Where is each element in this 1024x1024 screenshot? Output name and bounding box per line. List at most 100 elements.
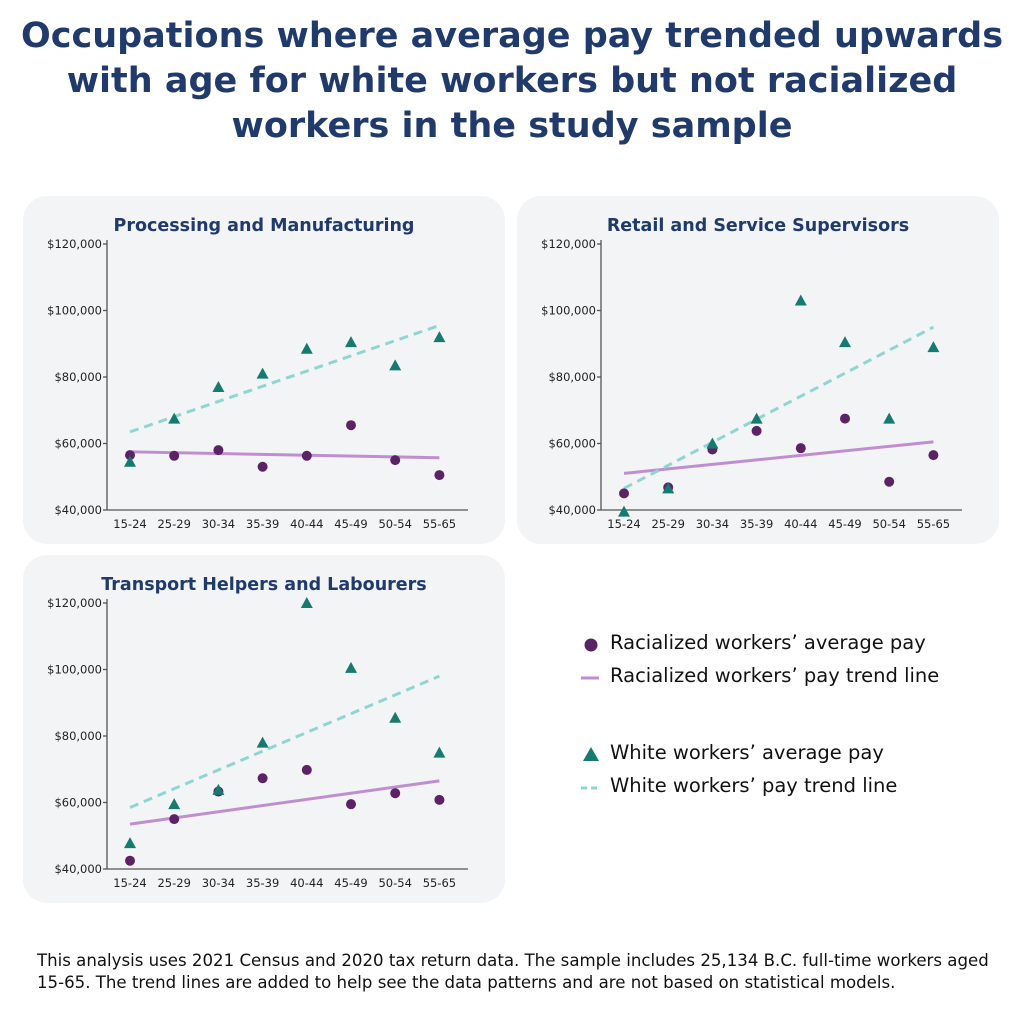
- y-tick-label: $40,000: [548, 503, 596, 517]
- legend: Racialized workers’ average pay Racializ…: [580, 630, 1010, 806]
- y-tick-label: $80,000: [54, 729, 102, 743]
- white-pay-point: [927, 341, 940, 353]
- chart-svg: Transport Helpers and Labourers $40,000 $6…: [47, 575, 468, 890]
- circle-marker-icon: [584, 638, 598, 652]
- racialized-pay-point: [169, 814, 180, 825]
- x-tick-label: 40-44: [290, 876, 323, 890]
- racialized-pay-point: [434, 470, 445, 481]
- legend-label: Racialized workers’ average pay: [610, 631, 926, 654]
- x-tick-label: 30-34: [202, 517, 235, 531]
- x-tick-label: 35-39: [740, 517, 773, 531]
- white-pay-point: [124, 837, 136, 849]
- page-title: Occupations where average pay trended up…: [20, 16, 1004, 146]
- racialized-pay-point: [213, 445, 224, 456]
- white-pay-point: [618, 505, 630, 517]
- racialized-pay-point: [928, 450, 939, 461]
- y-tick-label: $60,000: [54, 796, 102, 810]
- y-tick-label: $80,000: [54, 370, 102, 384]
- racialized-pay-point: [346, 420, 356, 431]
- legend-label: White workers’ average pay: [610, 741, 884, 764]
- x-tick-label: 30-34: [696, 517, 729, 531]
- white-pay-point: [168, 412, 181, 424]
- white-pay-point: [124, 455, 136, 467]
- x-tick-label: 55-65: [423, 517, 456, 531]
- legend-item-white-trend: White workers’ pay trend line: [580, 773, 1010, 806]
- white-trend-line: [129, 674, 440, 809]
- x-tick-label: 50-54: [378, 876, 411, 890]
- x-tick-label: 40-44: [290, 517, 323, 531]
- racialized-pay-point: [390, 788, 401, 799]
- x-tick-label: 40-44: [784, 517, 817, 531]
- x-tick-label: 25-29: [651, 517, 684, 531]
- y-tick-label: $60,000: [54, 437, 102, 451]
- y-tick-label: $40,000: [54, 862, 102, 876]
- white-pay-point: [345, 661, 357, 673]
- chart-svg: Processing and Manufacturing $40,000 $60,0…: [47, 216, 468, 531]
- white-pay-point: [883, 412, 896, 424]
- white-pay-point: [212, 380, 225, 392]
- white-pay-point: [839, 336, 851, 348]
- white-pay-point: [662, 482, 675, 494]
- racialized-pay-point: [619, 488, 629, 499]
- y-tick-label: $60,000: [548, 437, 596, 451]
- racialized-trend-line: [623, 440, 934, 475]
- chart-title: Retail and Service Supervisors: [607, 216, 909, 236]
- x-tick-label: 45-49: [334, 517, 367, 531]
- white-trend-line: [129, 324, 440, 434]
- racialized-pay-point: [390, 455, 401, 466]
- white-pay-point: [389, 711, 402, 723]
- chart-svg: Retail and Service Supervisors $40,000 $60…: [541, 216, 962, 531]
- x-tick-label: 45-49: [334, 876, 367, 890]
- y-tick-label: $80,000: [548, 370, 596, 384]
- racialized-pay-point: [301, 450, 312, 461]
- racialized-pay-point: [301, 764, 312, 775]
- x-tick-label: 15-24: [607, 517, 640, 531]
- racialized-pay-point: [795, 443, 806, 454]
- chart-panel-processing-manufacturing: Processing and Manufacturing $40,000 $60,0…: [23, 196, 505, 544]
- racialized-pay-point: [434, 794, 445, 805]
- x-tick-label: 45-49: [828, 517, 861, 531]
- racialized-pay-point: [257, 461, 268, 472]
- white-pay-point: [433, 746, 446, 758]
- racialized-pay-point: [751, 425, 762, 436]
- white-pay-point: [389, 359, 402, 371]
- chart-title: Transport Helpers and Labourers: [101, 575, 426, 595]
- chart-panel-transport-helpers-labourers: Transport Helpers and Labourers $40,000 $6…: [23, 555, 505, 903]
- x-tick-label: 15-24: [113, 517, 146, 531]
- solid-line-icon: [581, 676, 599, 680]
- white-trend-line: [623, 325, 935, 490]
- y-tick-label: $120,000: [47, 237, 102, 251]
- x-tick-label: 15-24: [113, 876, 146, 890]
- white-pay-point: [256, 367, 269, 379]
- triangle-marker-icon: [583, 747, 599, 761]
- racialized-pay-point: [346, 799, 356, 810]
- footnote: This analysis uses 2021 Census and 2020 …: [37, 951, 989, 992]
- y-tick-label: $100,000: [541, 304, 596, 318]
- white-pay-point: [750, 412, 763, 424]
- racialized-pay-point: [257, 773, 268, 784]
- racialized-pay-point: [884, 476, 895, 487]
- y-tick-label: $40,000: [54, 503, 102, 517]
- white-pay-point: [794, 294, 807, 306]
- racialized-trend-line: [129, 450, 440, 460]
- y-tick-label: $120,000: [541, 237, 596, 251]
- chart-panel-retail-service-supervisors: Retail and Service Supervisors $40,000 $60…: [517, 196, 999, 544]
- y-tick-label: $100,000: [47, 304, 102, 318]
- legend-item-racialized-trend: Racialized workers’ pay trend line: [580, 663, 1010, 696]
- chart-title: Processing and Manufacturing: [114, 216, 415, 236]
- x-tick-label: 50-54: [378, 517, 411, 531]
- dashed-line-icon: [581, 786, 600, 790]
- legend-item-racialized-pay: Racialized workers’ average pay: [580, 630, 1010, 663]
- x-tick-label: 55-65: [917, 517, 950, 531]
- x-tick-label: 55-65: [423, 876, 456, 890]
- legend-item-white-pay: White workers’ average pay: [580, 740, 1010, 773]
- x-tick-label: 35-39: [246, 517, 279, 531]
- x-tick-label: 25-29: [157, 517, 190, 531]
- white-pay-point: [256, 736, 269, 748]
- legend-label: Racialized workers’ pay trend line: [610, 664, 940, 687]
- racialized-pay-point: [125, 450, 135, 461]
- white-pay-point: [706, 437, 719, 449]
- white-pay-point: [345, 336, 357, 348]
- racialized-pay-point: [125, 855, 135, 866]
- x-tick-label: 25-29: [157, 876, 190, 890]
